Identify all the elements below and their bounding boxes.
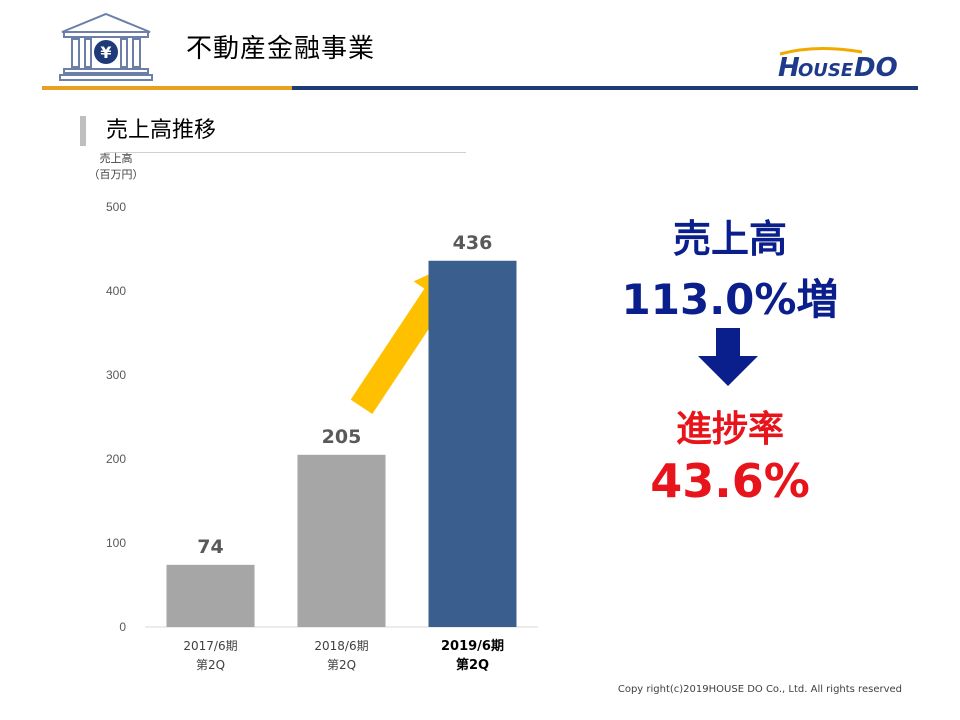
y-axis-label-line2: （百万円） — [89, 168, 144, 181]
y-tick-label: 0 — [119, 620, 126, 634]
y-tick-label: 200 — [106, 452, 126, 466]
callout-progress-label: 進捗率 — [675, 409, 784, 450]
svg-text:OUSE: OUSE — [798, 60, 854, 81]
svg-text:¥: ¥ — [100, 43, 111, 62]
bar-value-label: 436 — [453, 232, 493, 254]
x-tick-label: 2017/6期 — [183, 639, 237, 653]
x-tick-label: 2018/6期 — [314, 639, 368, 653]
x-tick-label: 第2Q — [327, 658, 356, 672]
svg-text:DO: DO — [854, 53, 898, 82]
section-title: 売上高推移 — [106, 118, 217, 143]
bar-value-label: 205 — [322, 426, 362, 448]
bar-value-label: 74 — [197, 536, 223, 558]
down-arrow-icon — [698, 328, 758, 386]
copyright-text: Copy right(c)2019HOUSE DO Co., Ltd. All … — [617, 684, 902, 695]
bars — [166, 260, 517, 627]
bar — [297, 454, 386, 627]
y-tick-label: 300 — [106, 368, 126, 382]
bar — [166, 564, 255, 627]
y-tick-label: 500 — [106, 200, 126, 214]
x-tick-label: 第2Q — [456, 657, 489, 673]
housedo-logo: H OUSE DO — [778, 46, 898, 82]
y-axis-label-line1: 売上高 — [100, 151, 133, 165]
bar — [428, 260, 517, 627]
section-underline — [106, 152, 466, 153]
header-rule-orange — [42, 86, 292, 90]
section-marker — [80, 116, 86, 146]
bank-icon: ¥ — [59, 12, 153, 81]
header-rule-navy — [292, 86, 918, 90]
callout-growth-rate: 113.0%増 — [621, 275, 839, 324]
callout-progress-value: 43.6% — [650, 454, 810, 508]
y-tick-label: 400 — [106, 284, 126, 298]
y-tick-label: 100 — [106, 536, 126, 550]
svg-text:H: H — [778, 53, 800, 82]
page-title: 不動産金融事業 — [186, 34, 376, 64]
data-labels: 74 205 436 — [197, 232, 492, 558]
y-axis-ticks: 0 100 200 300 400 500 — [106, 200, 126, 634]
x-tick-label: 2019/6期 — [441, 639, 504, 654]
callout-sales-label: 売上高 — [672, 217, 787, 261]
x-tick-label: 第2Q — [196, 658, 225, 672]
